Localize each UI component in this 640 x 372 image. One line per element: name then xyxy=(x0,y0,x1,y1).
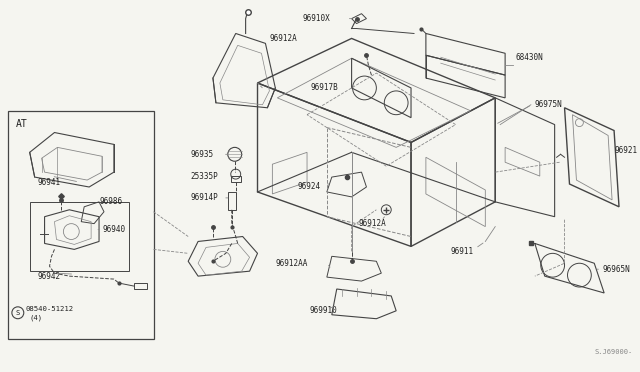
Text: 96924: 96924 xyxy=(297,183,320,192)
Text: 68430N: 68430N xyxy=(515,53,543,62)
Text: 96965N: 96965N xyxy=(602,265,630,274)
Bar xyxy=(228,192,236,210)
Text: 96921: 96921 xyxy=(614,146,637,155)
Text: 08540-51212: 08540-51212 xyxy=(26,306,74,312)
Text: 96912A: 96912A xyxy=(269,34,297,43)
Text: 96917B: 96917B xyxy=(311,83,339,93)
Text: 96940: 96940 xyxy=(102,225,125,234)
Text: 969910: 969910 xyxy=(309,306,337,315)
Bar xyxy=(231,176,241,182)
Text: AT: AT xyxy=(16,119,28,129)
Text: 96986: 96986 xyxy=(99,198,122,206)
Bar xyxy=(29,202,129,271)
Text: 96910X: 96910X xyxy=(302,14,330,23)
Text: 96911: 96911 xyxy=(451,247,474,256)
Text: 96942: 96942 xyxy=(38,272,61,280)
Text: 96912AA: 96912AA xyxy=(275,259,308,268)
Text: S: S xyxy=(16,310,20,316)
Text: 96935: 96935 xyxy=(190,150,213,159)
Text: 25335P: 25335P xyxy=(190,171,218,180)
Text: S.J69000-: S.J69000- xyxy=(595,349,632,355)
Text: 96941: 96941 xyxy=(38,177,61,186)
Text: 96912A: 96912A xyxy=(358,219,387,228)
Text: 96914P: 96914P xyxy=(190,193,218,202)
Text: (4): (4) xyxy=(29,314,43,321)
Bar xyxy=(8,111,154,339)
Text: 96975N: 96975N xyxy=(535,100,563,109)
